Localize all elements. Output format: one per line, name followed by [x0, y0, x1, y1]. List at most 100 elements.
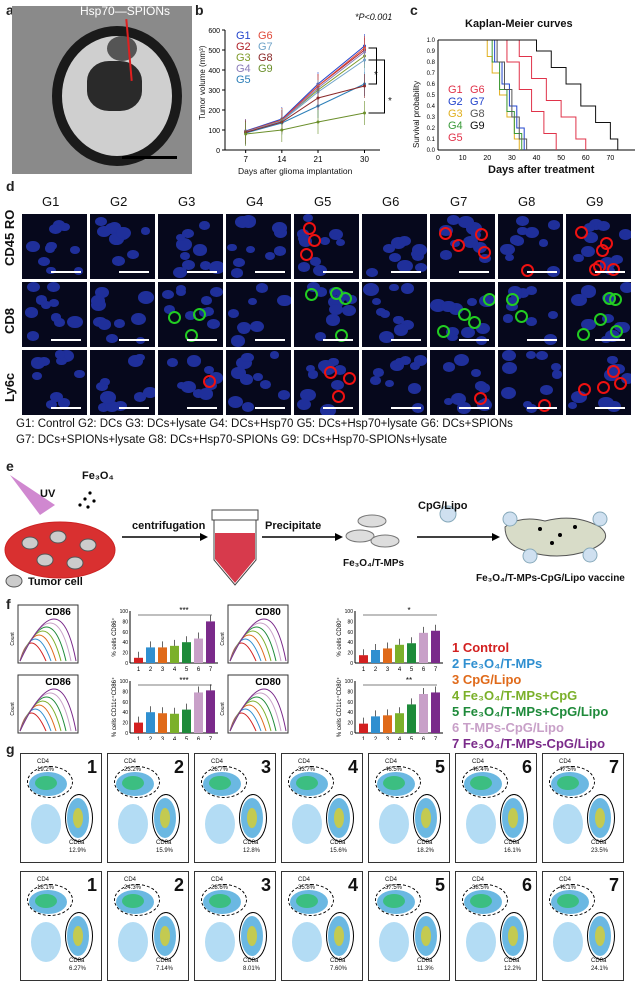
cell-population [379, 922, 409, 962]
nucleus [24, 307, 38, 318]
nucleus [547, 219, 561, 231]
d-col-header: G8 [518, 194, 536, 209]
cd4-percent: 28.6% [211, 885, 229, 891]
c-y-tick-label: 0.0 [427, 148, 436, 154]
bar-5 [182, 709, 191, 733]
nucleus [26, 330, 39, 341]
nucleus [602, 313, 614, 323]
cd8-label: CD8a [591, 958, 607, 964]
bar-y-tick-label: 0 [350, 661, 353, 667]
nucleus [320, 403, 337, 415]
d-col-header: G5 [314, 194, 332, 209]
cd8-label: CD8a [417, 840, 433, 846]
nucleus [503, 314, 514, 323]
nucleus [458, 215, 474, 229]
nucleus [245, 246, 255, 254]
cd8-label: CD8a [330, 958, 346, 964]
bar-3 [383, 648, 392, 663]
b-series-G9 [245, 112, 365, 135]
scale-bar [595, 407, 625, 409]
if-tile [430, 282, 495, 347]
if-tile [226, 214, 291, 279]
sig-star-2: * [388, 96, 392, 107]
cd8-gate [500, 912, 528, 960]
cd8-gate [413, 912, 441, 960]
km-curve [438, 39, 587, 150]
marker-stain [330, 287, 344, 301]
count-label: Count [10, 702, 16, 716]
d-col-header: G7 [450, 194, 468, 209]
nucleus [315, 331, 327, 341]
nucleus [448, 303, 464, 315]
cd4-label: CD4 [211, 877, 224, 883]
nucleus [399, 356, 411, 366]
scale-bar [595, 339, 625, 341]
c-y-tick-label: 0.9 [427, 49, 436, 55]
cd4-label: CD4 [472, 759, 485, 765]
bar-category-label: 7 [434, 737, 438, 740]
cd8-gate [587, 912, 615, 960]
facs-plot: 3 CD4 26.7% CD8a 12.8% [194, 753, 276, 863]
if-tile [566, 350, 631, 415]
bar-y-tick-label: 40 [347, 710, 353, 716]
nucleus [106, 334, 119, 344]
bar-y-tick-label: 20 [347, 721, 353, 727]
bar-category-label: 1 [362, 737, 366, 740]
cd8-label: CD8a [504, 958, 520, 964]
scale-bar [255, 407, 285, 409]
nucleus [252, 372, 264, 381]
if-tile [22, 214, 87, 279]
bar-y-tick-label: 0 [125, 661, 128, 667]
scale-bar [51, 407, 81, 409]
c-x-tick-label: 30 [508, 155, 516, 162]
f-legend-item: 2 Fe₃O₄/T-MPs [452, 656, 543, 671]
nucleus [597, 220, 611, 232]
nucleus [273, 246, 287, 257]
nucleus [200, 296, 212, 305]
nucleus [41, 301, 51, 309]
marker-stain [202, 375, 216, 389]
nucleus [297, 398, 311, 410]
c-y-tick-label: 0.6 [427, 82, 436, 88]
bar-category-label: 1 [137, 737, 141, 740]
nucleus [446, 326, 460, 337]
if-tile [90, 282, 155, 347]
cd8-gate [152, 912, 180, 960]
cd8-gate [413, 794, 441, 842]
nucleus [100, 378, 111, 387]
nucleus [412, 243, 427, 256]
nucleus [138, 291, 154, 304]
c-y-tick-label: 0.1 [427, 137, 436, 143]
bar-y-tick-label: 80 [122, 619, 128, 625]
histogram-curve [229, 618, 287, 662]
facs-plot: 1 CD4 19.2% CD8a 12.9% [20, 753, 102, 863]
bar-category-label: 2 [374, 737, 378, 740]
group-number: 1 [86, 875, 97, 895]
vaccine-label: Fe₃O₄/T-MPs-CpG/Lipo vaccine [476, 573, 625, 584]
nucleus [235, 216, 251, 228]
nucleus [208, 372, 223, 384]
group-number: 1 [86, 757, 97, 777]
nucleus [198, 221, 210, 230]
b-point [244, 132, 248, 136]
d-col-header: G2 [110, 194, 128, 209]
cd8-label: CD8a [591, 840, 607, 846]
nucleus [58, 222, 70, 232]
nucleus [239, 374, 254, 386]
scale-bar [187, 407, 217, 409]
f-legend-item: 6 T-MPs-CpG/Lipo [452, 720, 564, 735]
nucleus [48, 298, 59, 308]
nucleus [611, 254, 624, 265]
c-y-tick-label: 0.3 [427, 115, 436, 121]
marker-stain [506, 292, 520, 306]
facs-plot: 2 CD4 23.2% CD8a 15.9% [107, 753, 189, 863]
fe3o4-label: Fe₃O₄ [82, 470, 114, 482]
sig-stars: * [407, 606, 410, 615]
cd8-label: CD8a [504, 840, 520, 846]
b-series-G7 [245, 59, 365, 133]
c-x-tick-label: 0 [436, 155, 440, 162]
b-series-G1 [245, 45, 365, 132]
marker-stain [302, 222, 316, 236]
scale-bar [51, 271, 81, 273]
